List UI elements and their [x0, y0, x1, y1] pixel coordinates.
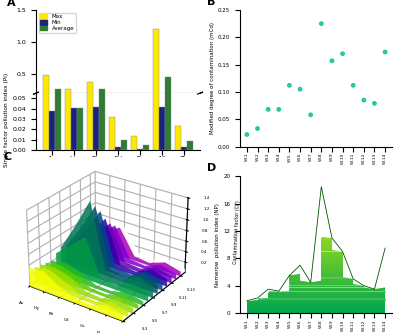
- Legend: Max, Min, Average: Max, Min, Average: [39, 13, 76, 33]
- Point: [318, 21, 324, 26]
- Bar: [175, 126, 181, 150]
- Bar: [55, 0, 61, 150]
- Point: [329, 58, 335, 64]
- Text: Single factor pollution index (Pi): Single factor pollution index (Pi): [4, 73, 9, 167]
- Text: D: D: [206, 163, 216, 173]
- Bar: [159, 103, 165, 106]
- Y-axis label: Modified degree of contamination (mCd): Modified degree of contamination (mCd): [210, 22, 215, 134]
- Bar: [154, 0, 159, 150]
- Bar: [181, 147, 187, 150]
- Bar: [154, 29, 159, 106]
- Bar: [93, 103, 99, 106]
- Bar: [159, 107, 165, 150]
- Point: [254, 126, 261, 131]
- Point: [371, 101, 378, 106]
- Bar: [99, 0, 104, 150]
- Text: C: C: [4, 152, 12, 162]
- Point: [361, 98, 367, 103]
- Y-axis label: Nemerow  pollution index (NP): Nemerow pollution index (NP): [216, 203, 220, 287]
- Point: [350, 83, 356, 88]
- Text: B: B: [206, 0, 215, 7]
- Bar: [55, 89, 61, 106]
- Point: [308, 112, 314, 118]
- Point: [244, 132, 250, 137]
- Bar: [71, 104, 77, 106]
- Point: [286, 83, 293, 88]
- Bar: [49, 104, 55, 106]
- Point: [382, 49, 388, 55]
- Bar: [49, 111, 55, 150]
- Bar: [88, 0, 93, 150]
- Bar: [175, 105, 181, 106]
- Point: [265, 107, 271, 112]
- Bar: [187, 141, 192, 150]
- Point: [276, 107, 282, 112]
- Bar: [88, 82, 93, 106]
- Bar: [132, 105, 137, 106]
- Point: [339, 51, 346, 56]
- Bar: [77, 108, 82, 150]
- Point: [297, 87, 303, 92]
- Bar: [99, 89, 104, 106]
- Bar: [110, 117, 115, 150]
- Bar: [121, 140, 126, 150]
- Bar: [165, 0, 170, 150]
- Bar: [143, 145, 148, 150]
- Bar: [93, 107, 99, 150]
- Bar: [165, 77, 170, 106]
- Bar: [71, 108, 77, 150]
- Bar: [66, 89, 71, 106]
- Bar: [66, 0, 71, 150]
- Bar: [110, 104, 115, 106]
- Bar: [132, 137, 137, 150]
- Bar: [137, 149, 143, 150]
- Bar: [44, 75, 49, 106]
- Text: A: A: [6, 0, 15, 8]
- Bar: [77, 104, 82, 106]
- Bar: [115, 147, 121, 150]
- Bar: [44, 0, 49, 150]
